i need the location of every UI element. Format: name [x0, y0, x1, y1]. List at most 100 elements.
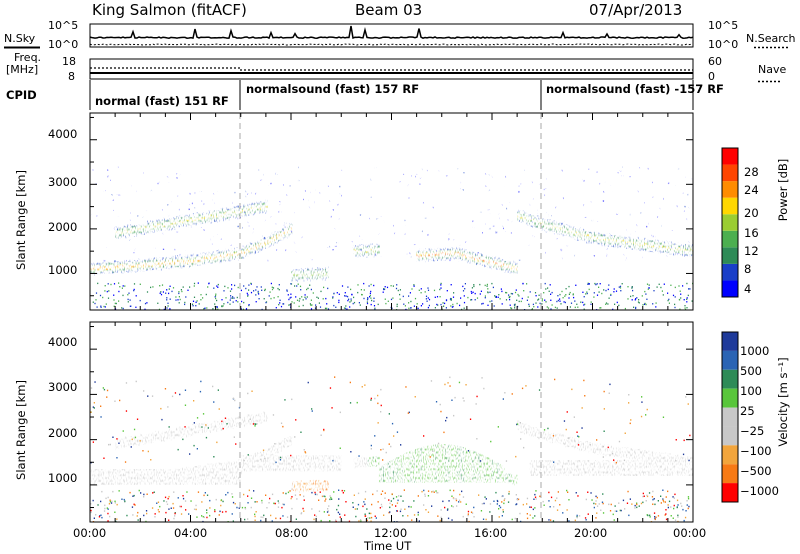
power-echo-cell [204, 217, 206, 219]
velocity-speckle [388, 511, 390, 514]
velocity-echo-cell [425, 446, 427, 483]
power-speckle [451, 306, 453, 308]
power-speckle [560, 303, 562, 305]
velocity-echo-cell [116, 469, 119, 485]
power-echo-cell [199, 216, 202, 219]
velocity-speckle [629, 498, 631, 500]
power-speckle [405, 308, 407, 310]
velocity-echo-cell [181, 427, 184, 438]
velocity-echo-cell [498, 463, 500, 483]
power-echo-cell [365, 251, 368, 253]
velocity-speckle [116, 503, 118, 506]
power-speckle [317, 297, 319, 299]
power-echo-cell [359, 214, 362, 216]
velocity-speckle [168, 519, 170, 521]
power-echo-cell [237, 252, 240, 255]
power-echo-cell [279, 201, 281, 203]
velocity-speckle [323, 428, 325, 431]
velocity-echo-cell [225, 420, 227, 431]
power-speckle [533, 306, 535, 308]
power-speckle [213, 287, 215, 289]
velocity-speckle [628, 514, 630, 517]
power-echo-cell [236, 253, 238, 256]
velocity-speckle [132, 495, 134, 497]
velocity-speckle [252, 423, 255, 425]
velocity-speckle [247, 454, 249, 456]
velocity-speckle [575, 492, 577, 494]
velocity-speckle [566, 411, 568, 413]
power-speckle [527, 296, 529, 298]
velocity-speckle [93, 407, 95, 409]
velocity-echo-cell [257, 455, 260, 472]
velocity-speckle [577, 435, 579, 437]
velocity-speckle [431, 491, 433, 493]
power-echo-cell [168, 182, 171, 184]
power-speckle [385, 302, 387, 305]
velocity-echo-cell [547, 431, 550, 442]
power-speckle [122, 285, 124, 287]
power-speckle [248, 284, 250, 286]
power-echo-cell [122, 231, 125, 234]
power-echo-cell [247, 208, 250, 210]
power-echo-cell [531, 221, 534, 223]
power-echo-cell [310, 191, 313, 194]
power-echo-cell [621, 239, 623, 242]
power-echo-cell [306, 275, 308, 277]
power-speckle [541, 298, 543, 300]
power-speckle [514, 303, 516, 305]
velocity-speckle [118, 442, 120, 444]
power-echo-cell [677, 167, 680, 170]
velocity-echo-cell [112, 469, 115, 485]
power-speckle [290, 296, 292, 299]
power-echo-cell [116, 192, 118, 195]
power-echo-cell [505, 231, 507, 233]
velocity-speckle [652, 490, 654, 493]
velocity-echo-cell [306, 481, 308, 492]
power-echo-cell [209, 238, 212, 241]
power-echo-cell [194, 192, 196, 195]
velocity-echo-cell [538, 429, 540, 440]
power-echo-cell [219, 255, 222, 259]
power-speckle [506, 292, 508, 294]
velocity-echo-cell [204, 469, 207, 485]
velocity-echo-cell [358, 457, 361, 468]
power-speckle [233, 297, 235, 299]
velocity-echo-cell [598, 444, 601, 455]
velocity-echo-cell [440, 444, 442, 483]
power-speckle [200, 294, 202, 296]
power-echo-cell [202, 216, 205, 223]
power-speckle [402, 295, 404, 298]
velocity-echo-cell [500, 464, 503, 483]
power-echo-cell [578, 233, 581, 236]
power-speckle [326, 303, 328, 305]
power-echo-cell [235, 211, 238, 216]
power-speckle [307, 287, 309, 290]
velocity-echo-cell [172, 469, 175, 485]
power-speckle [413, 284, 415, 286]
power-speckle [493, 305, 495, 307]
power-speckle [216, 299, 218, 302]
power-echo-cell [117, 265, 119, 268]
power-echo-cell [301, 236, 303, 239]
power-echo-cell [613, 238, 616, 241]
velocity-speckle [505, 460, 508, 462]
power-speckle [642, 304, 644, 306]
power-echo-cell [636, 224, 638, 227]
power-echo-cell [426, 169, 428, 172]
velocity-echo-cell [156, 469, 159, 485]
velocity-speckle [311, 408, 313, 410]
velocity-speckle [381, 505, 383, 508]
power-speckle [607, 303, 609, 305]
velocity-echo-cell [303, 482, 305, 493]
velocity-echo-cell [364, 457, 367, 468]
power-echo-cell [686, 218, 688, 221]
velocity-speckle [596, 496, 598, 499]
power-speckle [403, 303, 405, 305]
velocity-echo-cell [460, 446, 462, 483]
power-speckle [163, 308, 165, 310]
velocity-speckle [482, 518, 485, 520]
velocity-speckle [653, 512, 656, 514]
velocity-speckle [329, 387, 332, 389]
power-echo-cell [91, 266, 94, 271]
power-echo-cell [196, 218, 199, 220]
